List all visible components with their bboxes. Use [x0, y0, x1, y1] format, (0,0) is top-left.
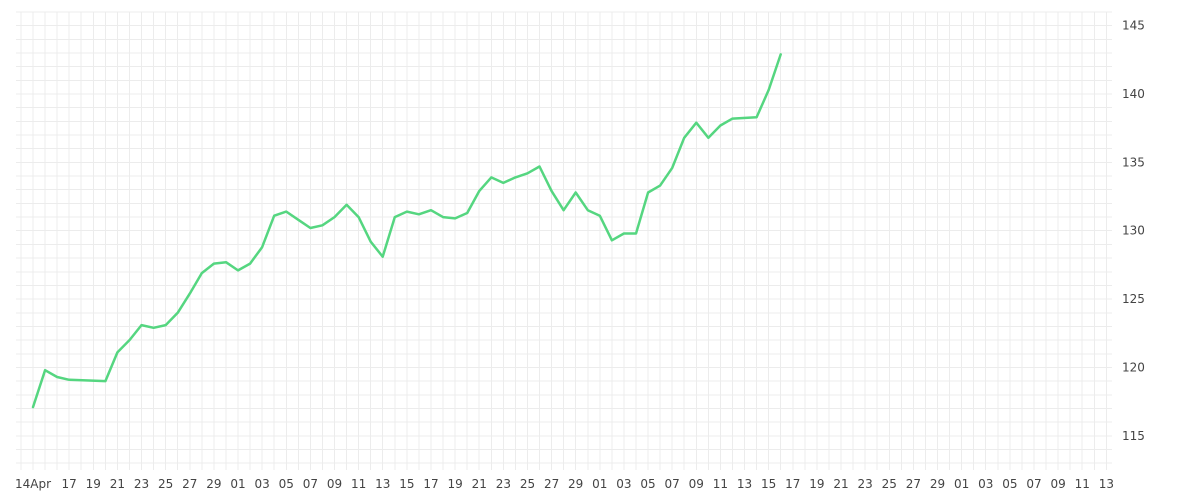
x-tick-label: 11 [351, 477, 366, 491]
x-tick-label: 27 [544, 477, 559, 491]
x-tick-label: 09 [327, 477, 342, 491]
x-tick-label: 11 [1075, 477, 1090, 491]
x-tick-label: 05 [640, 477, 655, 491]
x-tick-label: 19 [447, 477, 462, 491]
x-tick-label: 17 [785, 477, 800, 491]
series-layer [31, 53, 782, 409]
x-tick-label: 19 [86, 477, 101, 491]
x-tick-label: 25 [158, 477, 173, 491]
x-tick-label: 03 [978, 477, 993, 491]
x-tick-label: 17 [423, 477, 438, 491]
y-axis: 115 120 125 130 135 140 145 [1122, 19, 1145, 443]
x-tick-label: 01 [954, 477, 969, 491]
x-tick-label: 01 [592, 477, 607, 491]
x-tick-label: 11 [713, 477, 728, 491]
x-tick-label: 17 [62, 477, 77, 491]
x-tick-label: 23 [134, 477, 149, 491]
x-tick-label: 03 [254, 477, 269, 491]
grid [16, 11, 1112, 470]
x-tick-label: 21 [833, 477, 848, 491]
x-tick-label: 29 [930, 477, 945, 491]
x-tick-label: 21 [472, 477, 487, 491]
x-tick-label: 15 [761, 477, 776, 491]
x-tick-label: 05 [279, 477, 294, 491]
x-tick-label: 23 [496, 477, 511, 491]
x-tick-label: 07 [1026, 477, 1041, 491]
x-tick-label: 27 [182, 477, 197, 491]
x-tick-label: 14Apr [15, 477, 51, 491]
y-tick-label: 130 [1122, 224, 1145, 238]
x-tick-label: 25 [882, 477, 897, 491]
x-tick-label: 13 [1099, 477, 1114, 491]
x-tick-label: 25 [520, 477, 535, 491]
x-tick-label: 03 [616, 477, 631, 491]
y-tick-label: 145 [1122, 19, 1145, 33]
x-tick-label: 07 [303, 477, 318, 491]
x-tick-label: 29 [206, 477, 221, 491]
x-tick-label: 05 [1002, 477, 1017, 491]
x-tick-label: 15 [399, 477, 414, 491]
x-tick-label: 21 [110, 477, 125, 491]
x-tick-label: 01 [230, 477, 245, 491]
y-tick-label: 120 [1122, 360, 1145, 374]
x-tick-label: 09 [1050, 477, 1065, 491]
series-line [31, 53, 782, 409]
x-tick-label: 09 [689, 477, 704, 491]
x-tick-label: 29 [568, 477, 583, 491]
y-tick-label: 135 [1122, 155, 1145, 169]
x-tick-label: 07 [665, 477, 680, 491]
x-tick-label: 19 [809, 477, 824, 491]
y-tick-label: 140 [1122, 87, 1145, 101]
y-tick-label: 115 [1122, 429, 1145, 443]
y-tick-label: 125 [1122, 292, 1145, 306]
x-tick-label: 13 [737, 477, 752, 491]
x-axis: 14Apr 17 19 21 23 25 27 29 01 03 05 07 09 11 13 15 17 19 2… [15, 477, 1114, 491]
x-tick-label: 13 [375, 477, 390, 491]
x-tick-label: 23 [857, 477, 872, 491]
x-tick-label: 27 [906, 477, 921, 491]
